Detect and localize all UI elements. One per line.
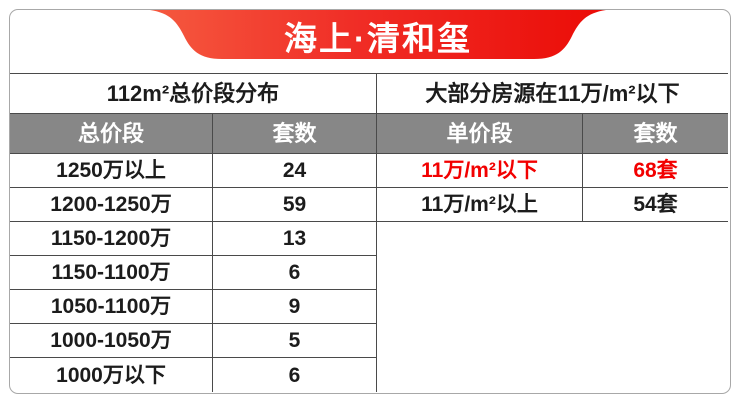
left-row-range: 1150-1100万	[10, 256, 213, 290]
left-header-price-range: 总价段	[10, 114, 213, 154]
right-table-title: 大部分房源在11万/m²以下	[377, 74, 728, 114]
left-table-title: 112m²总价段分布	[10, 74, 377, 114]
left-row-count: 5	[213, 324, 377, 358]
left-row-count: 24	[213, 154, 377, 188]
right-row-range-highlight: 11万/m²以下	[377, 154, 583, 188]
left-row-count: 9	[213, 290, 377, 324]
left-row-count: 6	[213, 256, 377, 290]
left-row-range: 1150-1200万	[10, 222, 213, 256]
left-row-range: 1200-1250万	[10, 188, 213, 222]
left-row-range: 1050-1100万	[10, 290, 213, 324]
right-header-count: 套数	[583, 114, 728, 154]
left-row-count: 59	[213, 188, 377, 222]
project-title: 海上·清和玺	[284, 20, 472, 57]
price-table-card: 112m²总价段分布 大部分房源在11万/m²以下 总价段 套数 单价段 套数 …	[9, 9, 731, 394]
right-header-unit-price-range: 单价段	[377, 114, 583, 154]
left-row-range: 1250万以上	[10, 154, 213, 188]
right-row-count-highlight: 68套	[583, 154, 728, 188]
left-row-range: 1000万以下	[10, 358, 213, 392]
left-header-count: 套数	[213, 114, 377, 154]
empty-merged-cell	[377, 222, 728, 392]
right-row-count: 54套	[583, 188, 728, 222]
left-row-count: 13	[213, 222, 377, 256]
left-row-range: 1000-1050万	[10, 324, 213, 358]
right-row-range: 11万/m²以上	[377, 188, 583, 222]
price-tables-grid: 112m²总价段分布 大部分房源在11万/m²以下 总价段 套数 单价段 套数 …	[10, 73, 728, 392]
left-row-count: 6	[213, 358, 377, 392]
